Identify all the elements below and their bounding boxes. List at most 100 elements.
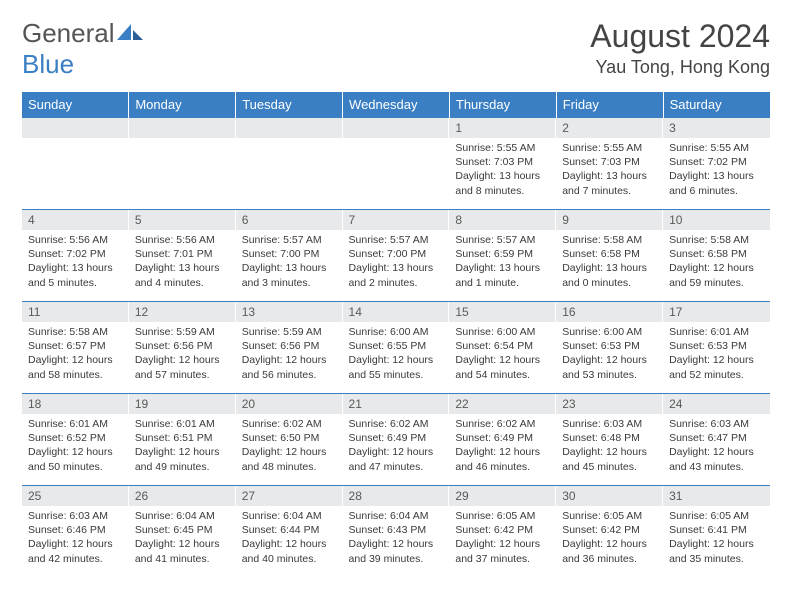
sunset-line: Sunset: 6:45 PM bbox=[135, 523, 230, 537]
calendar-day-cell: 15Sunrise: 6:00 AMSunset: 6:54 PMDayligh… bbox=[449, 302, 556, 394]
sunset-line: Sunset: 6:48 PM bbox=[562, 431, 657, 445]
daylight-line: Daylight: 12 hours and 40 minutes. bbox=[242, 537, 337, 565]
day-number: 8 bbox=[449, 210, 556, 230]
day-number: 27 bbox=[236, 486, 343, 506]
sunrise-line: Sunrise: 6:00 AM bbox=[349, 325, 444, 339]
day-number: 4 bbox=[22, 210, 129, 230]
sunset-line: Sunset: 6:49 PM bbox=[349, 431, 444, 445]
calendar-day-cell: 7Sunrise: 5:57 AMSunset: 7:00 PMDaylight… bbox=[343, 210, 450, 302]
sunrise-line: Sunrise: 5:55 AM bbox=[669, 141, 764, 155]
daylight-line: Daylight: 13 hours and 7 minutes. bbox=[562, 169, 657, 197]
sunrise-line: Sunrise: 6:04 AM bbox=[349, 509, 444, 523]
title-block: August 2024 Yau Tong, Hong Kong bbox=[590, 18, 770, 78]
daylight-line: Daylight: 12 hours and 43 minutes. bbox=[669, 445, 764, 473]
weekday-header: Monday bbox=[129, 92, 236, 118]
weekday-header: Wednesday bbox=[343, 92, 450, 118]
sunrise-line: Sunrise: 5:57 AM bbox=[349, 233, 444, 247]
weekday-header: Sunday bbox=[22, 92, 129, 118]
daylight-line: Daylight: 12 hours and 41 minutes. bbox=[135, 537, 230, 565]
calendar-day-cell: 13Sunrise: 5:59 AMSunset: 6:56 PMDayligh… bbox=[236, 302, 343, 394]
header: GeneralBlue August 2024 Yau Tong, Hong K… bbox=[22, 18, 770, 80]
daylight-line: Daylight: 13 hours and 3 minutes. bbox=[242, 261, 337, 289]
day-details: Sunrise: 6:02 AMSunset: 6:49 PMDaylight:… bbox=[343, 414, 450, 478]
sunset-line: Sunset: 6:51 PM bbox=[135, 431, 230, 445]
sunset-line: Sunset: 6:43 PM bbox=[349, 523, 444, 537]
daylight-line: Daylight: 12 hours and 55 minutes. bbox=[349, 353, 444, 381]
day-number: 14 bbox=[343, 302, 450, 322]
sunrise-line: Sunrise: 5:55 AM bbox=[562, 141, 657, 155]
day-number: 29 bbox=[449, 486, 556, 506]
day-number: 21 bbox=[343, 394, 450, 414]
sunset-line: Sunset: 6:56 PM bbox=[135, 339, 230, 353]
calendar-day-cell: 9Sunrise: 5:58 AMSunset: 6:58 PMDaylight… bbox=[556, 210, 663, 302]
sunrise-line: Sunrise: 6:05 AM bbox=[562, 509, 657, 523]
sunset-line: Sunset: 7:00 PM bbox=[349, 247, 444, 261]
day-number: 9 bbox=[556, 210, 663, 230]
day-number: 13 bbox=[236, 302, 343, 322]
sunset-line: Sunset: 6:46 PM bbox=[28, 523, 123, 537]
day-details: Sunrise: 6:04 AMSunset: 6:43 PMDaylight:… bbox=[343, 506, 450, 570]
day-details: Sunrise: 6:00 AMSunset: 6:53 PMDaylight:… bbox=[556, 322, 663, 386]
daylight-line: Daylight: 12 hours and 48 minutes. bbox=[242, 445, 337, 473]
sunrise-line: Sunrise: 5:59 AM bbox=[135, 325, 230, 339]
day-details bbox=[343, 138, 450, 145]
brand-part2: Blue bbox=[22, 49, 74, 79]
calendar-day-cell: 3Sunrise: 5:55 AMSunset: 7:02 PMDaylight… bbox=[663, 118, 770, 210]
daylight-line: Daylight: 12 hours and 49 minutes. bbox=[135, 445, 230, 473]
day-number: . bbox=[129, 118, 236, 138]
daylight-line: Daylight: 12 hours and 46 minutes. bbox=[455, 445, 550, 473]
day-details: Sunrise: 5:57 AMSunset: 7:00 PMDaylight:… bbox=[343, 230, 450, 294]
day-number: 6 bbox=[236, 210, 343, 230]
day-number: 31 bbox=[663, 486, 770, 506]
calendar-day-cell: 6Sunrise: 5:57 AMSunset: 7:00 PMDaylight… bbox=[236, 210, 343, 302]
day-number: 5 bbox=[129, 210, 236, 230]
sunrise-line: Sunrise: 5:57 AM bbox=[242, 233, 337, 247]
sunset-line: Sunset: 6:54 PM bbox=[455, 339, 550, 353]
calendar-day-cell: 18Sunrise: 6:01 AMSunset: 6:52 PMDayligh… bbox=[22, 394, 129, 486]
daylight-line: Daylight: 12 hours and 45 minutes. bbox=[562, 445, 657, 473]
sunrise-line: Sunrise: 5:57 AM bbox=[455, 233, 550, 247]
calendar-table: SundayMondayTuesdayWednesdayThursdayFrid… bbox=[22, 92, 770, 578]
daylight-line: Daylight: 13 hours and 5 minutes. bbox=[28, 261, 123, 289]
sunset-line: Sunset: 6:50 PM bbox=[242, 431, 337, 445]
calendar-day-cell: 31Sunrise: 6:05 AMSunset: 6:41 PMDayligh… bbox=[663, 486, 770, 578]
day-details: Sunrise: 5:58 AMSunset: 6:58 PMDaylight:… bbox=[663, 230, 770, 294]
day-number: 16 bbox=[556, 302, 663, 322]
day-number: 28 bbox=[343, 486, 450, 506]
sunset-line: Sunset: 6:55 PM bbox=[349, 339, 444, 353]
day-number: 15 bbox=[449, 302, 556, 322]
weekday-header: Saturday bbox=[663, 92, 770, 118]
day-details: Sunrise: 6:03 AMSunset: 6:46 PMDaylight:… bbox=[22, 506, 129, 570]
sunrise-line: Sunrise: 5:59 AM bbox=[242, 325, 337, 339]
weekday-header: Friday bbox=[556, 92, 663, 118]
day-details: Sunrise: 5:55 AMSunset: 7:03 PMDaylight:… bbox=[556, 138, 663, 202]
calendar-day-cell: . bbox=[236, 118, 343, 210]
calendar-day-cell: 8Sunrise: 5:57 AMSunset: 6:59 PMDaylight… bbox=[449, 210, 556, 302]
daylight-line: Daylight: 12 hours and 50 minutes. bbox=[28, 445, 123, 473]
calendar-day-cell: 1Sunrise: 5:55 AMSunset: 7:03 PMDaylight… bbox=[449, 118, 556, 210]
day-number: 2 bbox=[556, 118, 663, 138]
day-details: Sunrise: 6:00 AMSunset: 6:54 PMDaylight:… bbox=[449, 322, 556, 386]
sunset-line: Sunset: 6:42 PM bbox=[562, 523, 657, 537]
day-details: Sunrise: 6:03 AMSunset: 6:47 PMDaylight:… bbox=[663, 414, 770, 478]
brand-part1: General bbox=[22, 18, 115, 48]
calendar-day-cell: 21Sunrise: 6:02 AMSunset: 6:49 PMDayligh… bbox=[343, 394, 450, 486]
brand-text: GeneralBlue bbox=[22, 18, 143, 80]
day-details: Sunrise: 6:05 AMSunset: 6:42 PMDaylight:… bbox=[556, 506, 663, 570]
sunrise-line: Sunrise: 6:03 AM bbox=[669, 417, 764, 431]
day-number: 19 bbox=[129, 394, 236, 414]
calendar-day-cell: 10Sunrise: 5:58 AMSunset: 6:58 PMDayligh… bbox=[663, 210, 770, 302]
daylight-line: Daylight: 12 hours and 37 minutes. bbox=[455, 537, 550, 565]
day-details: Sunrise: 5:55 AMSunset: 7:03 PMDaylight:… bbox=[449, 138, 556, 202]
day-number: . bbox=[22, 118, 129, 138]
day-details: Sunrise: 6:02 AMSunset: 6:49 PMDaylight:… bbox=[449, 414, 556, 478]
calendar-week-row: 18Sunrise: 6:01 AMSunset: 6:52 PMDayligh… bbox=[22, 394, 770, 486]
sunset-line: Sunset: 6:56 PM bbox=[242, 339, 337, 353]
sunset-line: Sunset: 6:52 PM bbox=[28, 431, 123, 445]
day-number: 17 bbox=[663, 302, 770, 322]
day-number: 20 bbox=[236, 394, 343, 414]
calendar-day-cell: . bbox=[129, 118, 236, 210]
brand-logo: GeneralBlue bbox=[22, 18, 143, 80]
calendar-day-cell: . bbox=[22, 118, 129, 210]
sunrise-line: Sunrise: 6:04 AM bbox=[242, 509, 337, 523]
